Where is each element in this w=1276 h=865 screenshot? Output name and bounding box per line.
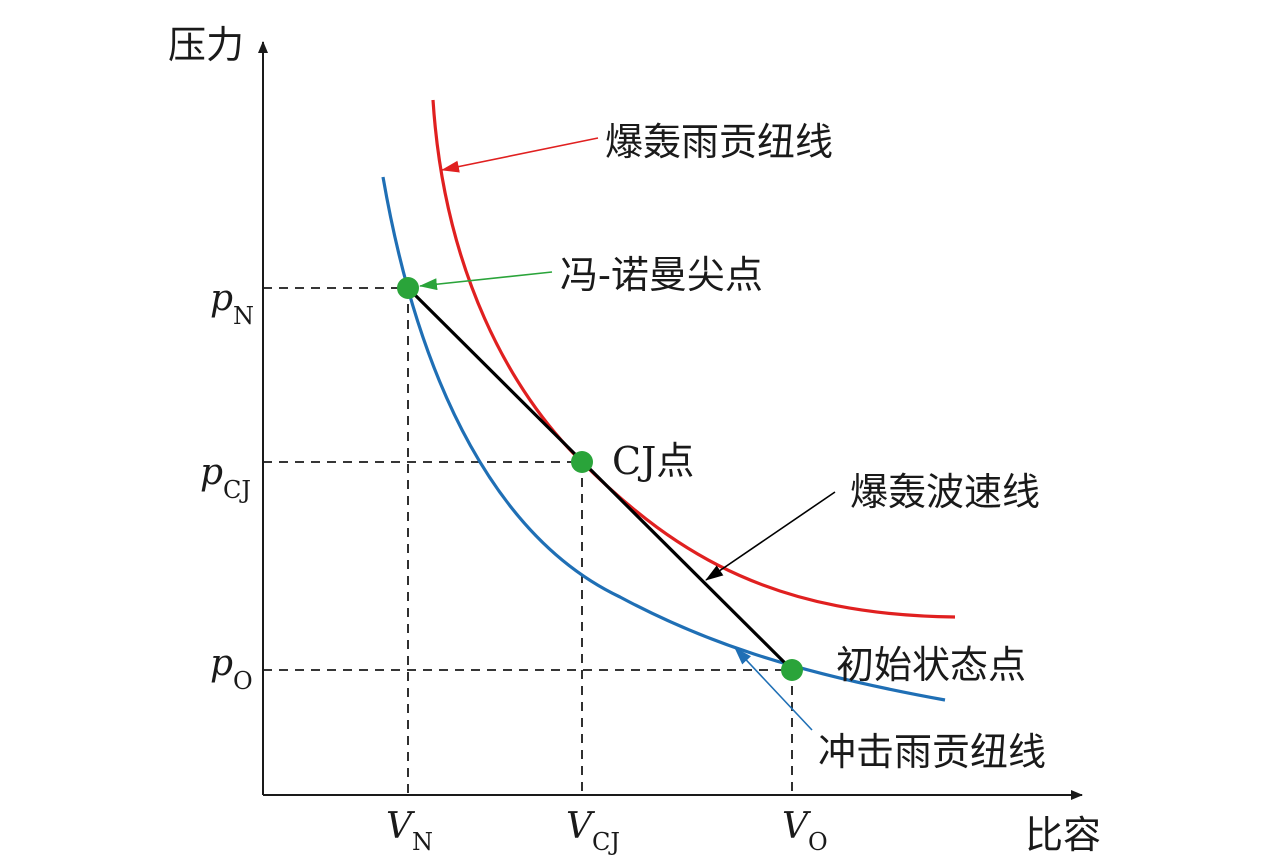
rayleigh-line-arrow xyxy=(705,491,836,581)
cj-point xyxy=(571,451,593,473)
y-axis-title: 压力 xyxy=(168,23,244,67)
detonation-hugoniot-curve xyxy=(431,99,956,619)
rayleigh-line xyxy=(406,286,794,672)
x-axis-title: 比容 xyxy=(1025,813,1101,857)
y-tick-pcj: pCJ xyxy=(200,452,251,504)
initial-state-label: 初始状态点 xyxy=(836,643,1026,687)
von-neumann-point xyxy=(397,277,419,299)
detonation-hugoniot-label: 爆轰雨贡纽线 xyxy=(605,120,833,164)
y-tick-po: pO xyxy=(210,643,253,695)
rayleigh-line-label: 爆轰波速线 xyxy=(850,470,1040,514)
y-tick-pn: pN xyxy=(210,278,254,330)
shock-hugoniot-curve xyxy=(381,176,946,702)
shock-hugoniot-label: 冲击雨贡纽线 xyxy=(818,730,1046,774)
guide-lines xyxy=(263,287,793,795)
x-tick-vn: VN xyxy=(386,806,433,856)
detonation-hugoniot-arrow xyxy=(441,137,599,173)
cj-point-label: CJ点 xyxy=(612,439,694,483)
initial-state-point xyxy=(781,659,803,681)
von-neumann-arrow xyxy=(419,271,553,291)
x-tick-vo: VO xyxy=(782,806,828,856)
von-neumann-label: 冯-诺曼尖点 xyxy=(560,253,763,297)
x-tick-vcj: VCJ xyxy=(566,806,620,856)
shock-hugoniot-arrow xyxy=(734,647,813,731)
axes: 压力 比容 xyxy=(168,23,1101,857)
